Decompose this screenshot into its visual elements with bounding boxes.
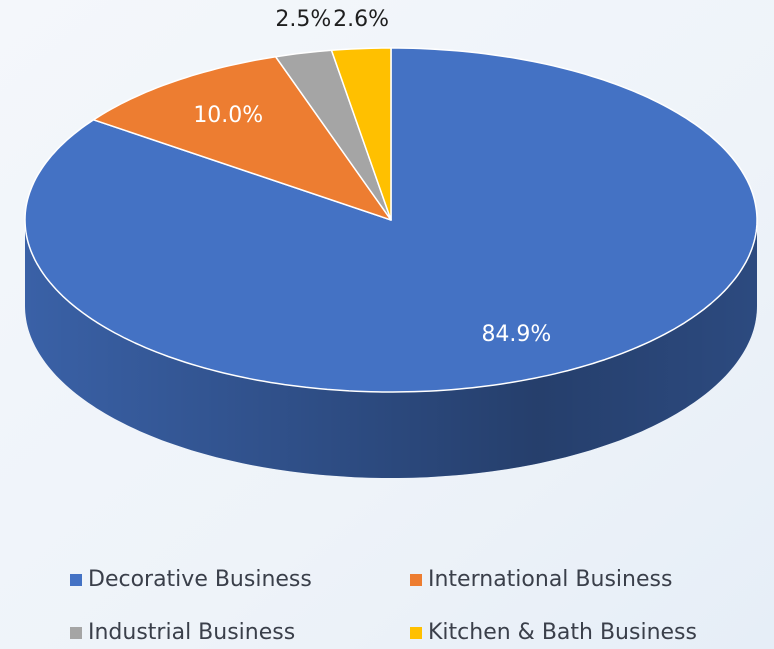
data-label: 2.5% bbox=[275, 7, 331, 32]
legend-swatch bbox=[70, 627, 82, 639]
legend-swatch bbox=[410, 627, 422, 639]
legend-label: Kitchen & Bath Business bbox=[428, 620, 697, 645]
legend-swatch bbox=[70, 574, 82, 586]
legend-swatch bbox=[410, 574, 422, 586]
slice bbox=[330, 47, 392, 221]
data-label: 84.9% bbox=[481, 322, 551, 347]
legend-label: Decorative Business bbox=[88, 567, 312, 592]
data-label: 10.0% bbox=[193, 103, 263, 128]
slice-side-shade bbox=[25, 220, 757, 478]
data-label: 2.6% bbox=[333, 7, 389, 32]
plot: 84.9% 10.0% 2.5% 2.6% bbox=[24, 7, 758, 478]
legend-label: Industrial Business bbox=[88, 620, 295, 645]
legend: Decorative Business International Busines… bbox=[70, 567, 697, 645]
slice bbox=[274, 49, 392, 221]
legend-label: International Business bbox=[428, 567, 672, 592]
slice bbox=[92, 56, 392, 221]
